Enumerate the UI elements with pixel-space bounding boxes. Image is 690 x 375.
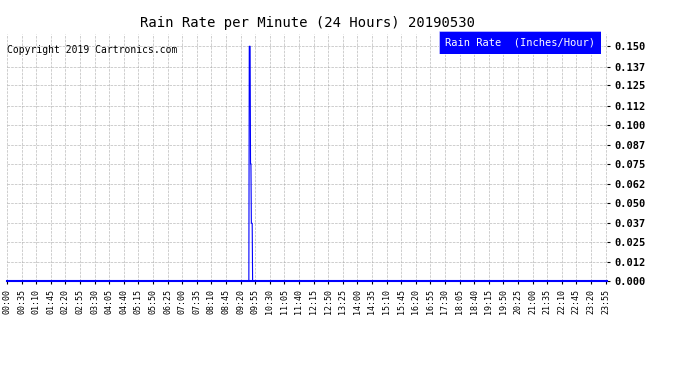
Title: Rain Rate per Minute (24 Hours) 20190530: Rain Rate per Minute (24 Hours) 20190530: [139, 16, 475, 30]
Text: Copyright 2019 Cartronics.com: Copyright 2019 Cartronics.com: [7, 45, 177, 55]
